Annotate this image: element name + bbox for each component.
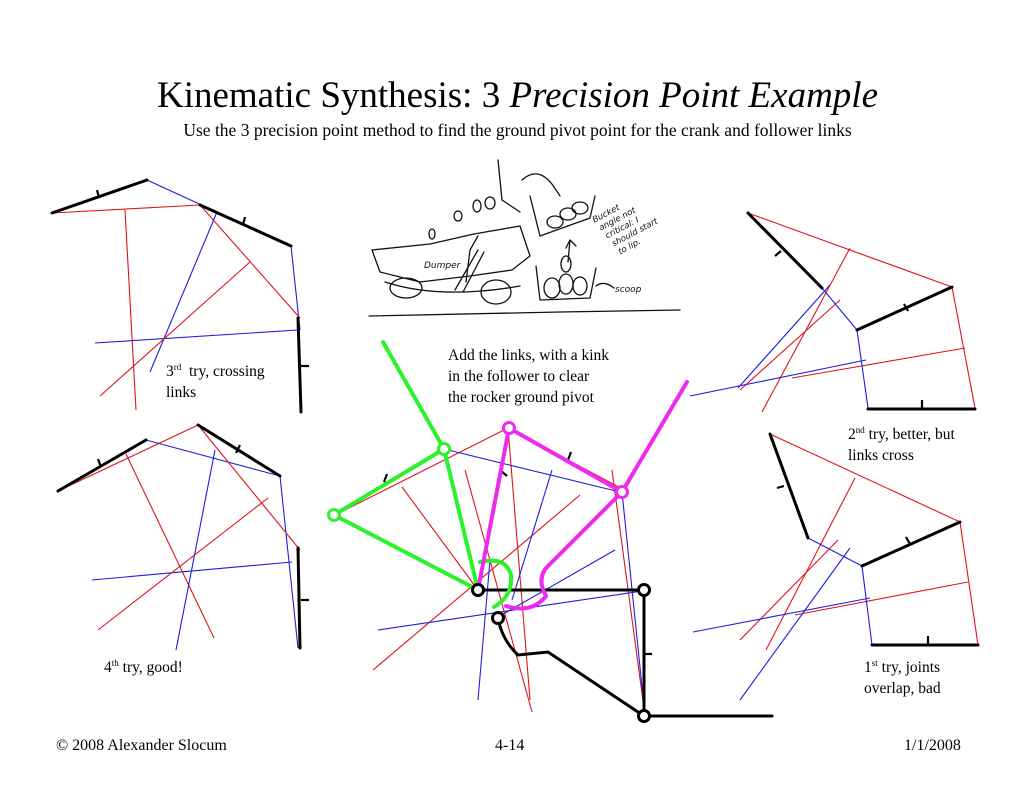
note-line: links cross bbox=[848, 447, 914, 464]
ordinal-suffix: nd bbox=[855, 425, 865, 435]
ordinal: 1 bbox=[864, 659, 872, 676]
footer-date: 1/1/2008 bbox=[904, 737, 961, 754]
hand-sketch: Dumper scoop Bucket angle not critical: … bbox=[368, 159, 681, 317]
ordinal: 3 bbox=[166, 363, 174, 380]
note-line: in the follower to clear bbox=[448, 368, 590, 385]
note-line: the rocker ground pivot bbox=[448, 389, 594, 406]
footer-copyright: © 2008 Alexander Slocum bbox=[56, 737, 227, 754]
note-add-links: Add the links, with a kink in the followe… bbox=[448, 345, 609, 408]
fourth-try-diagram bbox=[56, 423, 309, 651]
note-line: try, joints bbox=[877, 659, 941, 676]
sketch-label-scoop: scoop bbox=[615, 285, 642, 295]
note-fourth-try: 4th try, good! bbox=[104, 657, 183, 678]
ordinal-suffix: st bbox=[871, 658, 878, 668]
note-line: try, good! bbox=[118, 659, 183, 676]
footer-page-number: 4-14 bbox=[495, 737, 525, 754]
ordinal: 4 bbox=[104, 659, 112, 676]
note-line: try, crossing bbox=[181, 363, 265, 380]
note-third-try: 3rd try, crossing links bbox=[166, 361, 265, 403]
note-line: links bbox=[166, 384, 197, 401]
second-try-diagram bbox=[689, 211, 977, 413]
title-main: Kinematic Synthesis: 3 bbox=[156, 75, 510, 116]
ordinal: 2 bbox=[848, 426, 856, 443]
note-line: Add the links, with a kink bbox=[448, 347, 610, 364]
slide-subtitle: Use the 3 precision point method to find… bbox=[183, 120, 852, 140]
third-try-diagram bbox=[50, 178, 309, 414]
sketch-label-dumper: Dumper bbox=[424, 261, 462, 271]
note-second-try: 2nd try, better, but links cross bbox=[848, 424, 955, 466]
note-first-try: 1st try, joints overlap, bad bbox=[864, 657, 941, 699]
title-italic: Precision Point Example bbox=[509, 75, 879, 116]
ordinal-suffix: th bbox=[111, 658, 119, 668]
note-line: overlap, bad bbox=[864, 680, 941, 697]
ordinal-suffix: rd bbox=[173, 362, 182, 372]
first-try-diagram bbox=[692, 432, 980, 701]
note-line: try, better, but bbox=[864, 426, 955, 443]
slide-title: Kinematic Synthesis: 3 Precision Point E… bbox=[0, 74, 1035, 118]
final-linkage-diagram bbox=[327, 340, 774, 723]
